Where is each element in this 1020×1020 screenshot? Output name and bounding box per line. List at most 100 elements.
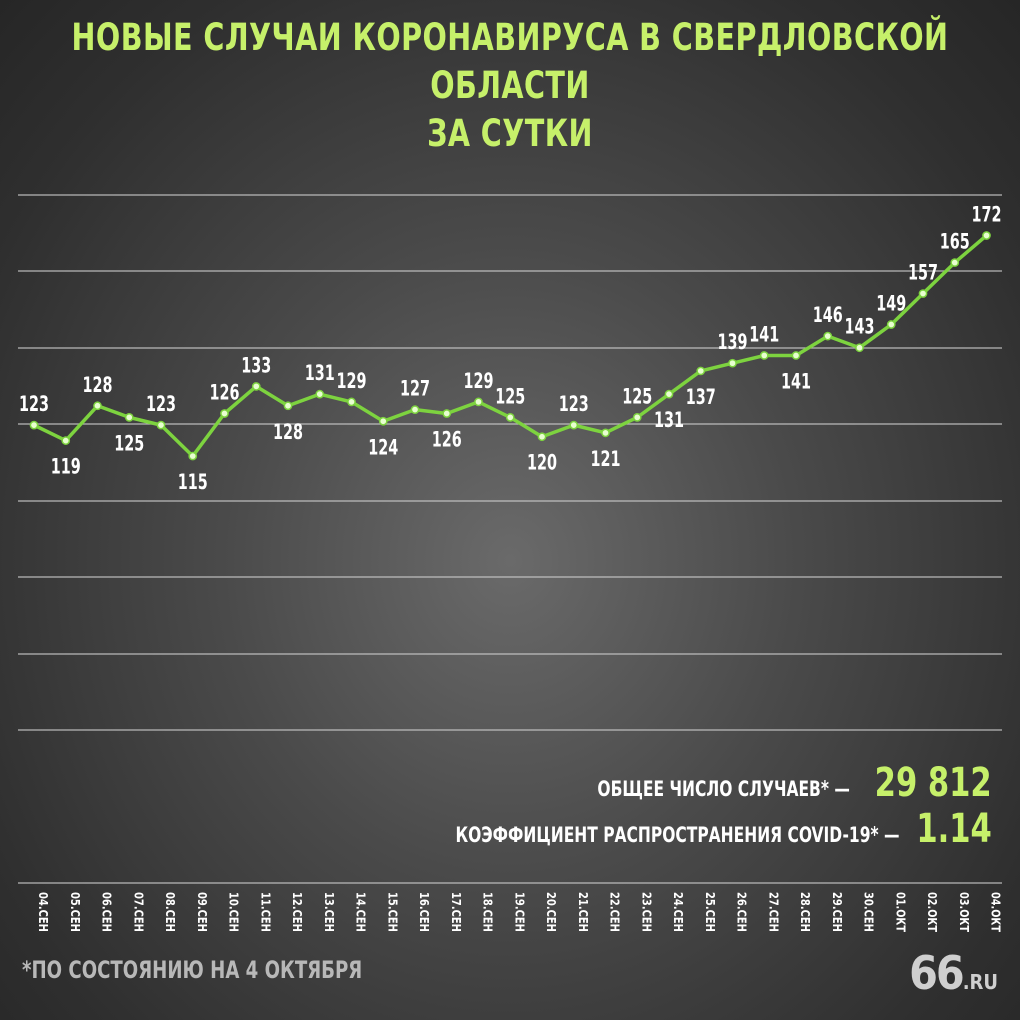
data-point [474, 397, 483, 407]
x-tick-label: 17.СЕН [449, 892, 464, 932]
data-label: 123 [559, 392, 589, 416]
data-label: 137 [686, 385, 716, 409]
x-tick-label: 04.ОКТ [989, 892, 1004, 932]
x-tick-label: 06.СЕН [100, 892, 115, 932]
data-label: 131 [305, 361, 335, 385]
x-tick-label: 10.СЕН [227, 892, 242, 932]
data-point [632, 413, 642, 422]
data-point [410, 405, 420, 414]
data-point [251, 382, 261, 391]
data-point [378, 416, 388, 426]
data-label: 128 [273, 420, 303, 444]
data-label: 125 [622, 384, 652, 408]
data-point [505, 413, 515, 422]
x-tick-label: 01.ОКТ [893, 892, 908, 932]
x-tick-label: 16.СЕН [417, 892, 432, 932]
data-label: 139 [718, 330, 748, 354]
x-tick-label: 27.СЕН [766, 892, 781, 932]
data-label: 129 [337, 369, 367, 393]
x-tick-label: 18.СЕН [481, 892, 496, 932]
data-point [855, 343, 864, 353]
data-point [918, 289, 928, 298]
data-label: 141 [781, 369, 811, 393]
series-line [33, 234, 988, 458]
data-label: 143 [845, 315, 875, 339]
data-label: 121 [591, 447, 621, 471]
chart-title: НОВЫЕ СЛУЧАИ КОРОНАВИРУСА В СВЕРДЛОВСКОЙ… [71, 14, 948, 158]
data-point [950, 258, 960, 267]
data-point [29, 420, 39, 430]
data-point [982, 231, 991, 240]
data-point [283, 401, 293, 411]
data-label: 126 [210, 381, 240, 405]
x-tick-label: 11.СЕН [258, 892, 273, 932]
x-tick-label: 05.СЕН [68, 892, 83, 932]
x-tick-label: 12.СЕН [290, 892, 305, 932]
data-label: 126 [432, 428, 462, 452]
data-point [220, 409, 229, 418]
data-label: 120 [527, 451, 557, 475]
x-tick-label: 25.СЕН [703, 892, 718, 932]
data-label: 124 [368, 435, 398, 459]
x-tick-label: 03.ОКТ [957, 892, 972, 932]
data-label: 172 [972, 202, 1002, 226]
data-point [759, 351, 769, 360]
x-tick-label: 24.СЕН [671, 892, 686, 932]
data-point [886, 320, 896, 329]
data-point [728, 358, 737, 368]
x-tick-label: 30.СЕН [862, 892, 877, 932]
x-tick-label: 22.СЕН [608, 892, 623, 932]
data-point [61, 436, 71, 445]
data-point [791, 351, 801, 360]
data-point [347, 397, 356, 407]
x-tick-label: 19.СЕН [512, 892, 527, 932]
data-label: 133 [241, 353, 271, 377]
data-label: 127 [400, 377, 430, 401]
x-tick-label: 07.СЕН [131, 892, 146, 932]
x-tick-label: 28.СЕН [798, 892, 813, 932]
data-label: 125 [495, 384, 525, 408]
data-label: 141 [749, 322, 779, 346]
data-point [664, 389, 674, 399]
title-line-1: НОВЫЕ СЛУЧАИ КОРОНАВИРУСА В СВЕРДЛОВСКОЙ… [71, 16, 949, 107]
logo-number: 66 [909, 946, 965, 1000]
data-label: 128 [83, 373, 113, 397]
data-label: 131 [654, 408, 684, 432]
data-point [315, 389, 325, 399]
data-point [188, 451, 198, 461]
x-tick-label: 29.СЕН [830, 892, 845, 932]
x-tick-label: 13.СЕН [322, 892, 337, 932]
data-point [442, 409, 452, 418]
data-label: 115 [178, 470, 208, 494]
x-tick-label: 09.СЕН [195, 892, 210, 932]
data-point [537, 432, 547, 442]
data-label: 125 [114, 431, 144, 455]
x-tick-label: 14.СЕН [354, 892, 369, 932]
data-point [124, 413, 134, 422]
title-line-2: ЗА СУТКИ [427, 112, 593, 155]
data-point [156, 420, 166, 430]
x-tick-label: 15.СЕН [385, 892, 400, 932]
x-tick-label: 20.СЕН [544, 892, 559, 932]
data-label: 157 [908, 261, 938, 285]
x-tick-label: 02.ОКТ [925, 892, 940, 932]
x-tick-label: 04.СЕН [36, 892, 51, 932]
x-tick-label: 23.СЕН [639, 892, 654, 932]
footnote: *ПО СОСТОЯНИЮ НА 4 ОКТЯБРЯ [22, 956, 363, 984]
data-point [601, 428, 610, 438]
x-tick-label: 26.СЕН [735, 892, 750, 932]
logo-suffix: .RU [962, 970, 998, 994]
data-point [823, 331, 833, 341]
data-point [93, 401, 102, 411]
data-label: 119 [51, 455, 81, 479]
data-label: 149 [876, 292, 906, 316]
data-point [569, 420, 579, 430]
x-tick-label: 08.СЕН [163, 892, 178, 932]
site-logo: 66.RU [909, 946, 998, 1000]
x-tick-label: 21.СЕН [576, 892, 591, 932]
data-label: 165 [940, 230, 970, 254]
data-label: 146 [813, 303, 843, 327]
data-label: 123 [146, 392, 176, 416]
data-label: 129 [464, 369, 494, 393]
